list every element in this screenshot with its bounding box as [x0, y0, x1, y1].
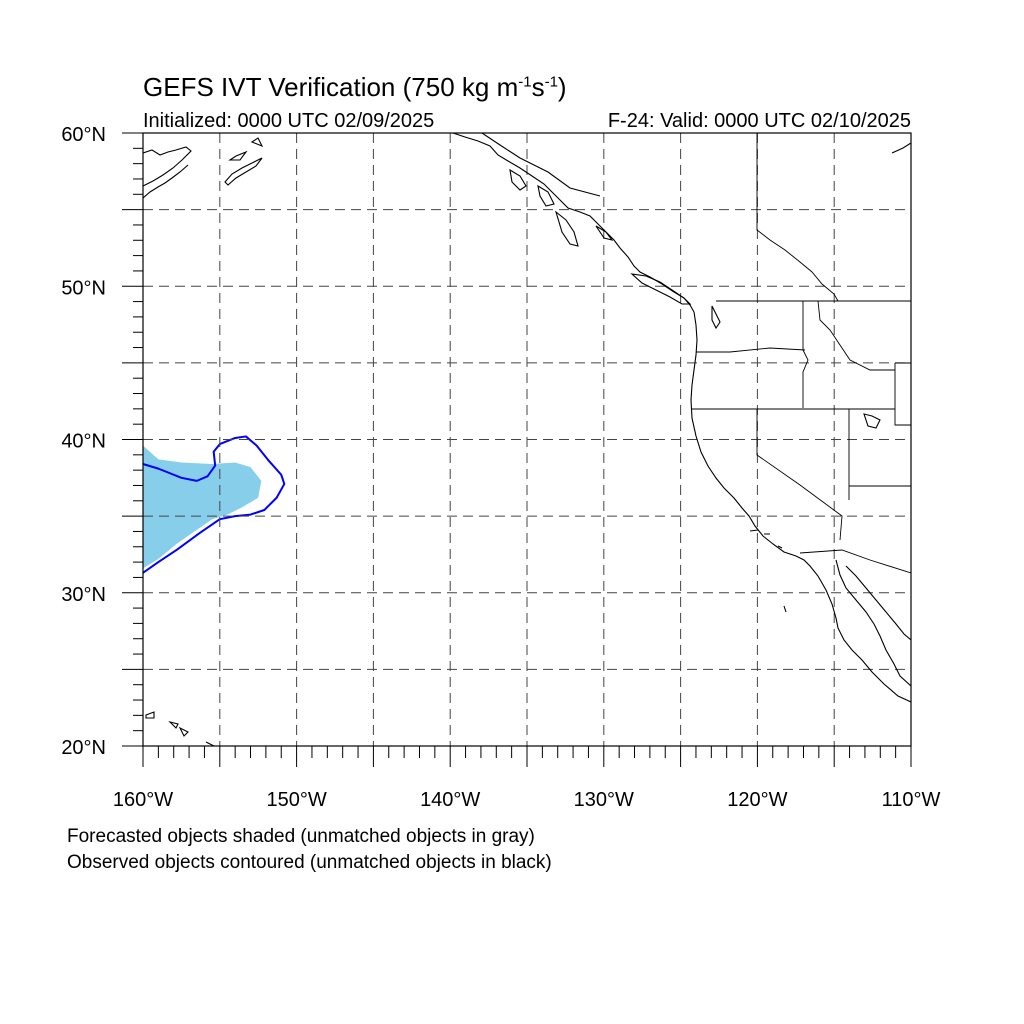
guadalupe-island — [783, 605, 787, 613]
lon-label: 140°W — [420, 789, 480, 811]
political-boundaries — [691, 133, 911, 574]
axis-ticks — [122, 132, 912, 767]
lon-label: 160°W — [113, 789, 173, 811]
alaska-islands — [228, 137, 264, 161]
channel-islands — [749, 529, 783, 549]
baja-east-coast — [835, 559, 911, 687]
wa-or-border — [696, 347, 806, 353]
lat-label: 30°N — [61, 584, 106, 606]
canada-east-coast — [891, 142, 911, 154]
ak-bc-border — [481, 133, 601, 197]
coastlines — [143, 133, 911, 746]
ivt-objects — [143, 435, 286, 574]
lat-label: 50°N — [61, 277, 106, 299]
lon-label: 150°W — [266, 789, 326, 811]
idaho-border — [802, 301, 809, 408]
legend-note-forecast: Forecasted objects shaded (unmatched obj… — [67, 826, 535, 847]
initialized-time: Initialized: 0000 UTC 02/09/2025 — [143, 110, 435, 132]
alaska-coast-south — [143, 164, 189, 199]
graticule-grid — [143, 133, 911, 746]
legend-note-observed: Observed objects contoured (unmatched ob… — [67, 852, 552, 873]
ca-nv-border — [756, 409, 843, 541]
great-salt-lake — [863, 413, 881, 429]
lat-label: 20°N — [61, 737, 106, 759]
lat-label: 60°N — [61, 124, 106, 146]
bc-alberta-border — [756, 133, 839, 302]
se-alaska-islands — [509, 168, 614, 247]
map-title: GEFS IVT Verification (750 kg m-1s-1) — [143, 72, 567, 102]
vancouver-island — [630, 273, 692, 305]
id-mt-border — [817, 300, 895, 371]
us-mexico-border — [799, 549, 911, 574]
puget-sound — [711, 305, 721, 330]
mainland-mexico-coast — [845, 565, 911, 641]
lon-label: 130°W — [574, 789, 634, 811]
observed-ivt-contour — [143, 435, 286, 574]
se-alaska-coast — [452, 133, 695, 313]
hawaii-islands — [145, 711, 215, 746]
lon-label: 120°W — [727, 789, 787, 811]
kodiak-island — [224, 157, 263, 186]
alaska-coast — [143, 146, 192, 187]
forecast-ivt-object — [143, 445, 262, 569]
lon-label: 110°W — [882, 789, 941, 811]
axis-labels: 160°W 150°W 140°W 130°W 120°W 110°W 60°N 50°N 40… — [61, 124, 940, 811]
wyoming-border — [894, 362, 911, 426]
lat-label: 40°N — [61, 431, 106, 453]
valid-time: F-24: Valid: 0000 UTC 02/10/2025 — [607, 110, 911, 132]
us-west-coast — [690, 311, 911, 703]
